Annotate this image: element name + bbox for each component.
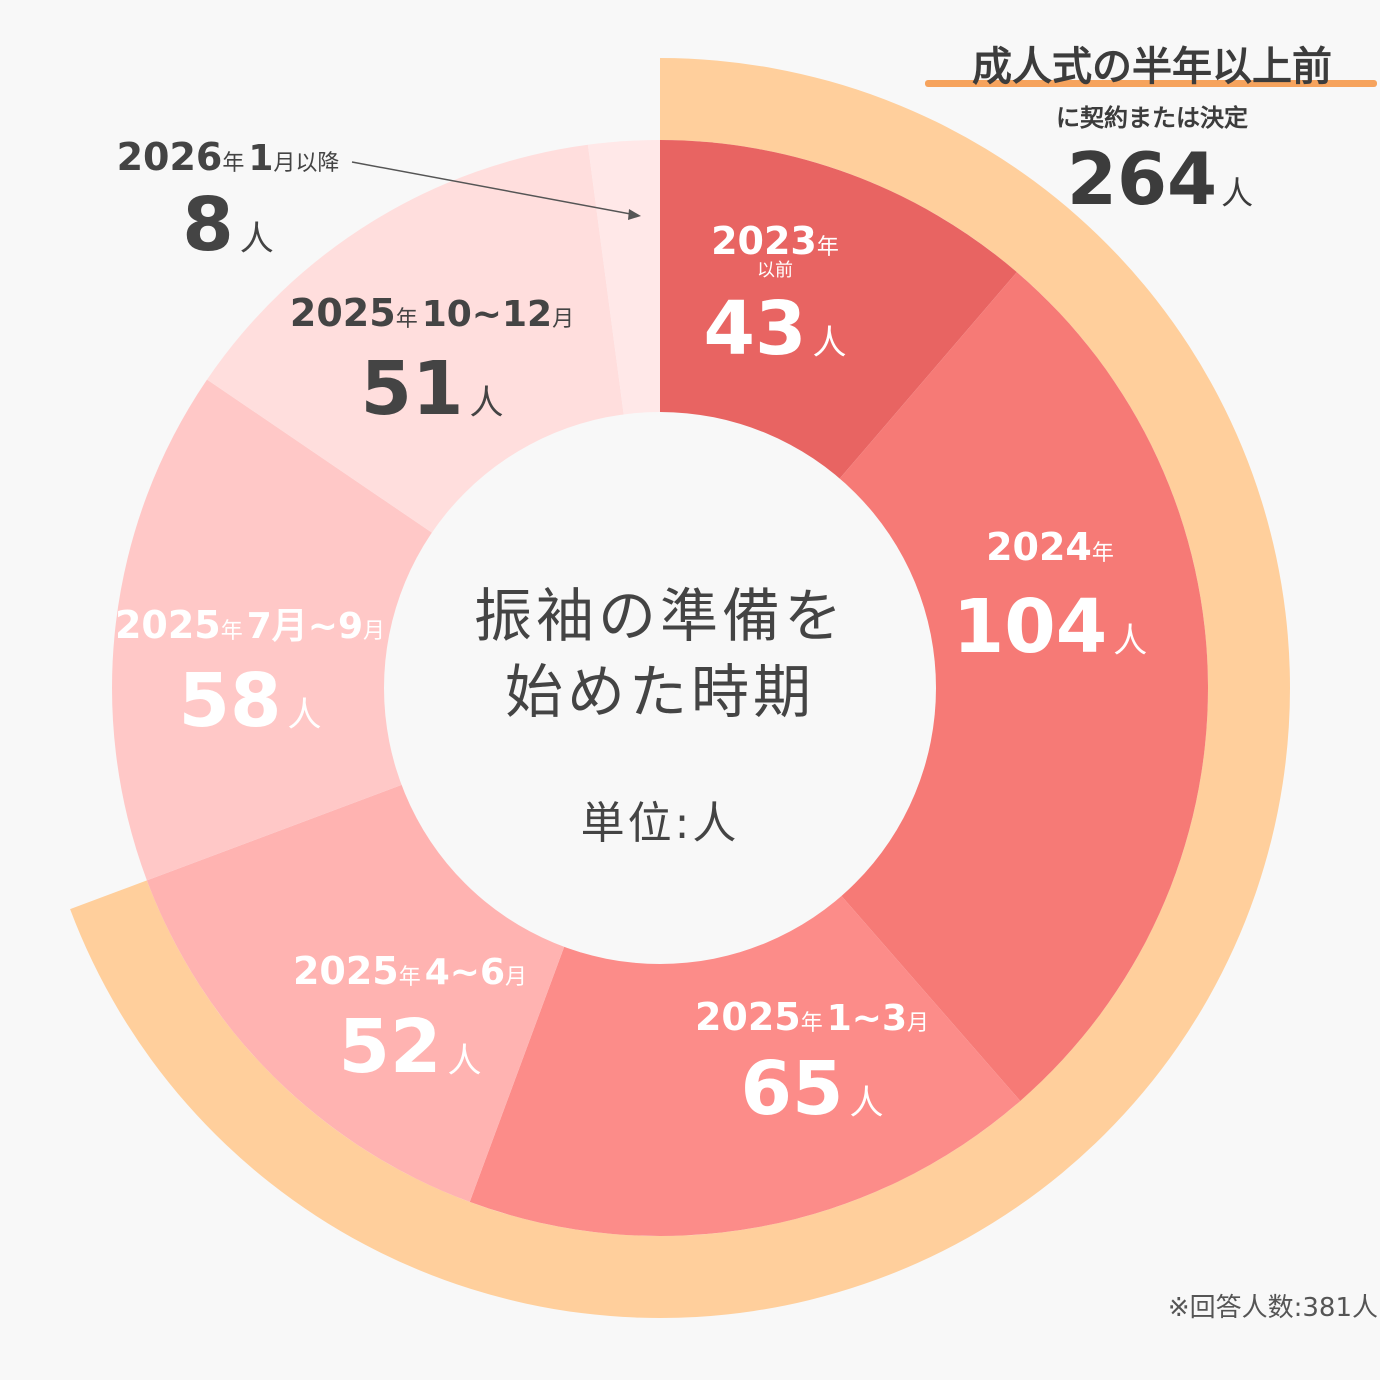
leader-line-2026 — [351, 161, 637, 216]
slice-label-period-2025q2: 2025年 4~6月 — [293, 949, 527, 993]
center-unit-label: 単位:人 — [581, 798, 740, 849]
slice-label-value-2025q2: 52 人 — [339, 1004, 482, 1090]
highlight-subtitle: に契約または決定 — [1056, 104, 1248, 132]
highlight-underline — [925, 80, 1377, 87]
slice-label-value-2024: 104 人 — [953, 584, 1147, 670]
slice-label-period-2026: 2026年 1月以降 — [117, 135, 340, 179]
total-respondents-note: ※回答人数:381人 — [1168, 1293, 1378, 1323]
slice-label-period-2025q4: 2025年 10~12月 — [290, 291, 574, 335]
highlight-title: 成人式の半年以上前 — [972, 44, 1332, 90]
slice-label-value-2025q1: 65 人 — [741, 1046, 884, 1132]
slice-2025q1 — [469, 688, 1021, 1236]
highlight-total-value: 264 — [1067, 137, 1217, 221]
donut-hole — [384, 412, 936, 964]
center-title-line-1: 振袖の準備を — [474, 582, 846, 650]
slice-label-value-2023: 43 人 — [704, 286, 847, 372]
slice-label-period-2024: 2024年 — [986, 525, 1114, 569]
slice-label-value-2025q3: 58 人 — [179, 658, 322, 744]
slice-label-sub-2023: 以前 — [757, 260, 793, 281]
slice-label-period-2025q1: 2025年 1~3月 — [695, 995, 929, 1039]
slice-label-period-2023: 2023年 — [711, 219, 839, 263]
slice-2025q3 — [112, 379, 660, 881]
leader-arrowhead — [628, 209, 641, 220]
highlight-total: 264 人 — [1067, 137, 1253, 221]
slice-label-period-2025q3: 2025年 7月~9月 — [115, 603, 385, 647]
slice-label-value-2025q4: 51 人 — [361, 346, 504, 432]
center-title-line-2: 始めた時期 — [505, 658, 815, 726]
highlight-total-unit: 人 — [1221, 174, 1253, 212]
